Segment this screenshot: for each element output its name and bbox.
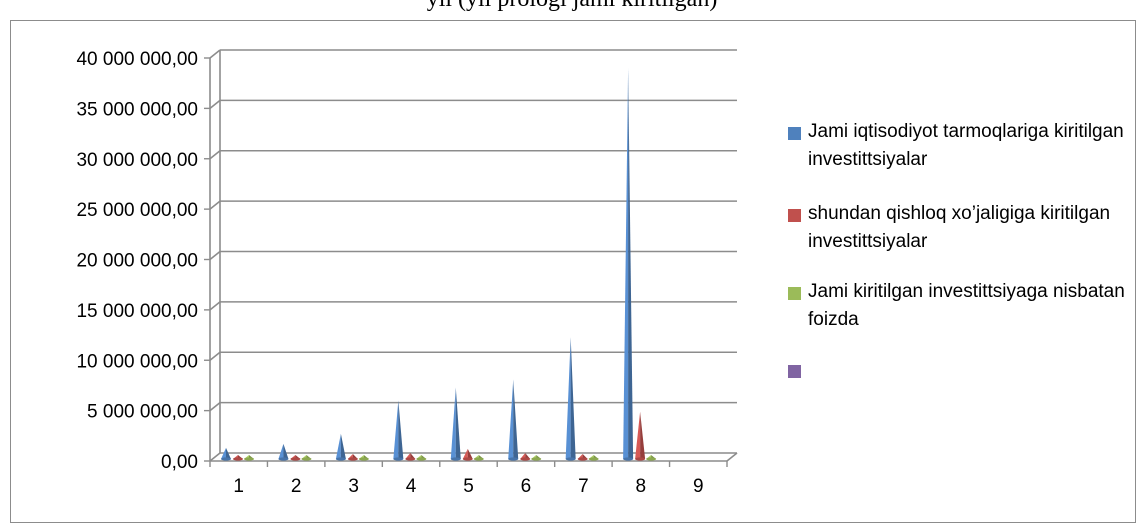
data-cone — [347, 453, 358, 461]
x-tick-label: 3 — [348, 476, 359, 497]
page-caption: yil (yil prologi jami kiritilgan) — [0, 0, 1144, 13]
floor-right-edge — [726, 452, 738, 462]
data-cone — [233, 455, 243, 461]
legend-swatch-2 — [788, 209, 801, 222]
y-tick-label: 25 000 000,00 — [76, 200, 198, 221]
legend: Jami iqtisodiyot tarmoqlariga kiritilgan… — [788, 118, 1134, 384]
data-cone — [473, 455, 484, 461]
y-tick-label: 10 000 000,00 — [76, 351, 198, 372]
y-tick-label: 5 000 000,00 — [87, 402, 198, 423]
x-tick-label: 5 — [463, 476, 474, 497]
data-cone — [244, 455, 254, 461]
data-cone — [588, 455, 599, 461]
legend-item-2: shundan qishloq xo’jaligiga kiritilgan i… — [788, 200, 1134, 258]
x-tick-label: 6 — [521, 476, 532, 497]
legend-item-3: Jami kiritilgan investittsiyaga nisbatan… — [788, 278, 1134, 336]
wall-gridline — [209, 150, 221, 160]
y-tick-label: 30 000 000,00 — [76, 150, 198, 171]
wall-gridline — [209, 301, 221, 311]
y-tick-labels: 0,00 5 000 000,00 10 000 000,00 15 000 000,… — [76, 49, 198, 473]
legend-item-1: Jami iqtisodiyot tarmoqlariga kiritilgan… — [788, 118, 1134, 176]
data-cone — [508, 379, 519, 461]
data-cone — [221, 447, 231, 461]
wall-gridline — [209, 250, 221, 261]
x-tick-label: 7 — [578, 476, 589, 497]
x-tick-label: 8 — [636, 476, 647, 497]
data-cone — [416, 455, 427, 461]
x-tick-label: 4 — [406, 476, 417, 497]
wall-gridline — [209, 99, 221, 109]
x-tick-label: 1 — [233, 476, 244, 497]
data-cone — [450, 387, 461, 461]
data-cone — [301, 455, 312, 461]
data-cone — [358, 455, 369, 461]
legend-swatch-4 — [788, 365, 801, 378]
legend-swatch-1 — [788, 127, 801, 140]
y-tick-label: 35 000 000,00 — [76, 99, 198, 120]
x-tick-labels: 1 2 3 4 5 6 7 8 9 — [233, 476, 703, 497]
legend-label-1: Jami iqtisodiyot tarmoqlariga kiritilgan… — [808, 121, 1124, 170]
data-cone — [520, 452, 531, 461]
data-cone — [335, 433, 346, 461]
gridlines — [209, 49, 737, 462]
wall-gridline — [209, 402, 221, 412]
data-cone — [623, 68, 634, 461]
y-tick-label: 0,00 — [161, 452, 198, 473]
legend-label-2: shundan qishloq xo’jaligiga kiritilgan i… — [808, 203, 1111, 252]
data-cone — [393, 400, 404, 461]
y-tick-label: 20 000 000,00 — [76, 251, 198, 272]
data-cones — [221, 68, 657, 461]
y-tick-label: 15 000 000,00 — [76, 301, 198, 322]
data-cone — [577, 453, 588, 461]
wall-gridline — [209, 452, 221, 462]
data-cone — [462, 448, 473, 461]
data-cone — [290, 455, 301, 461]
y-tick-label: 40 000 000,00 — [76, 49, 198, 70]
x-tick-label: 2 — [291, 476, 302, 497]
data-cone — [635, 411, 646, 461]
legend-label-3: Jami kiritilgan investittsiyaga nisbatan… — [808, 281, 1125, 330]
data-cone — [531, 455, 542, 461]
data-cone — [278, 443, 289, 461]
wall-gridline — [209, 49, 221, 59]
axes — [204, 50, 738, 467]
data-cone — [565, 337, 576, 461]
data-cone — [646, 455, 657, 461]
wall-gridline — [209, 200, 221, 210]
wall-gridline — [209, 351, 221, 361]
x-tick-label: 9 — [693, 476, 704, 497]
legend-swatch-3 — [788, 287, 801, 300]
data-cone — [405, 452, 416, 461]
legend-item-4 — [788, 356, 1134, 384]
